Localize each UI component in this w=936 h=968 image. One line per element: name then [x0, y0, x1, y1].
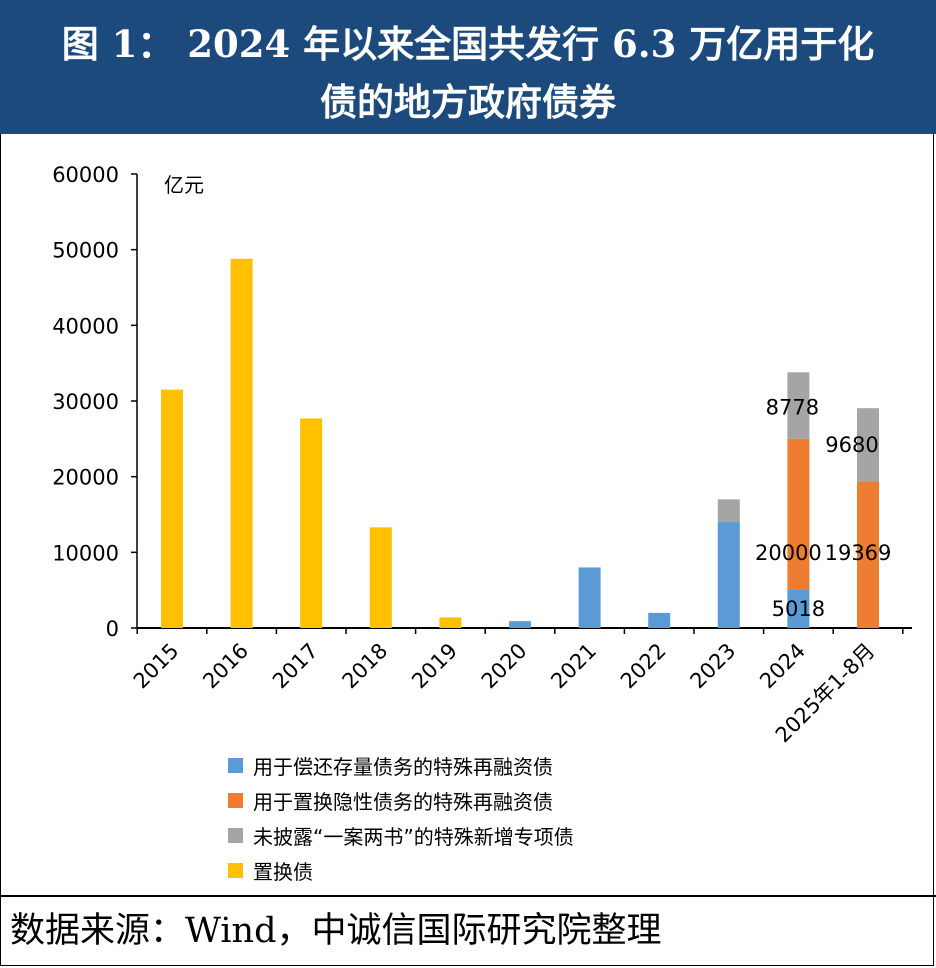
bar-swap_hidden-2024 [787, 438, 810, 591]
legend-item-undisclosed: 未披露“一案两书”的特殊新增专项债 [228, 818, 574, 853]
y-tick-label: 10000 [52, 541, 119, 565]
y-tick-label: 50000 [52, 239, 119, 263]
y-tick-label: 60000 [52, 163, 119, 187]
legend-swatch [228, 758, 243, 773]
bar-repay-2020 [509, 621, 531, 628]
y-tick-label: 20000 [52, 466, 119, 490]
legend-label: 用于偿还存量债务的特殊再融资债 [253, 755, 553, 779]
footer-divider [0, 895, 936, 897]
legend-label: 未披露“一案两书”的特殊新增专项债 [253, 825, 574, 849]
x-tick-label: 2023 [686, 639, 741, 694]
chart-area: 亿元 0 10000 20000 30000 40000 50000 60000 8778 968… [0, 134, 936, 894]
bar-swap_hidden-2025年1-8月 [857, 481, 879, 628]
data-label-undisclosed-2024: 8778 [766, 395, 819, 419]
stacked-bar-chart: 亿元 0 10000 20000 30000 40000 50000 60000 8778968… [52, 163, 912, 747]
x-tick-label: 2022 [616, 639, 671, 694]
bar-swap-2018 [369, 527, 392, 628]
legend-swatch [228, 793, 243, 808]
data-label-repay-2024: 5018 [772, 597, 825, 621]
bar-undisclosed-2024 [787, 372, 810, 439]
x-tick-label: 2017 [268, 639, 323, 694]
data-label-swap_hidden-2025年1-8月: 19369 [825, 541, 892, 565]
y-tick-label: 30000 [52, 390, 119, 414]
x-tick-label: 2015 [129, 639, 184, 694]
x-tick-label: 2019 [407, 639, 462, 694]
legend-item-repay: 用于偿还存量债务的特殊再融资债 [228, 748, 574, 783]
source-note: 数据来源：Wind，中诚信国际研究院整理 [10, 911, 662, 951]
bar-repay-2023 [717, 522, 740, 628]
x-tick-label: 2018 [338, 639, 393, 694]
data-label-swap_hidden-2024: 20000 [755, 541, 822, 565]
bar-swap-2019 [439, 617, 462, 628]
data-label-undisclosed-2025年1-8月: 9680 [825, 433, 878, 457]
bar-swap-2016 [230, 258, 253, 628]
figure-title-line2: 债的地方政府债券 [320, 80, 616, 124]
x-tick-label: 2020 [477, 639, 532, 694]
legend-item-swap_hidden: 用于置换隐性债务的特殊再融资债 [228, 783, 574, 818]
chart-legend: 用于偿还存量债务的特殊再融资债 用于置换隐性债务的特殊再融资债 未披露“一案两书”的… [228, 748, 574, 888]
bar-repay-2022 [648, 612, 671, 628]
figure-title-line1: 图 1： 2024 年以来全国共发行 6.3 万亿用于化 [61, 22, 875, 66]
figure-header: 图 1： 2024 年以来全国共发行 6.3 万亿用于化 债的地方政府债券 [0, 0, 936, 134]
bar-swap-2015 [161, 389, 183, 628]
y-tick-label: 0 [106, 617, 119, 641]
legend-swatch [228, 828, 243, 843]
bar-swap-2017 [300, 418, 323, 628]
y-tick-label: 40000 [52, 314, 119, 338]
legend-label: 置换债 [253, 860, 313, 884]
y-axis-unit-label: 亿元 [164, 173, 204, 197]
bar-repay-2024 [787, 590, 810, 628]
x-tick-label: 2021 [546, 639, 601, 694]
x-tick-label: 2016 [198, 639, 253, 694]
bar-undisclosed-2025年1-8月 [857, 408, 879, 482]
bar-repay-2021 [578, 567, 601, 628]
legend-swatch [228, 863, 243, 878]
bar-undisclosed-2023 [717, 499, 740, 523]
legend-item-swap: 置换债 [228, 853, 574, 888]
x-tick-label: 2024 [755, 639, 810, 694]
legend-label: 用于置换隐性债务的特殊再融资债 [253, 790, 553, 814]
